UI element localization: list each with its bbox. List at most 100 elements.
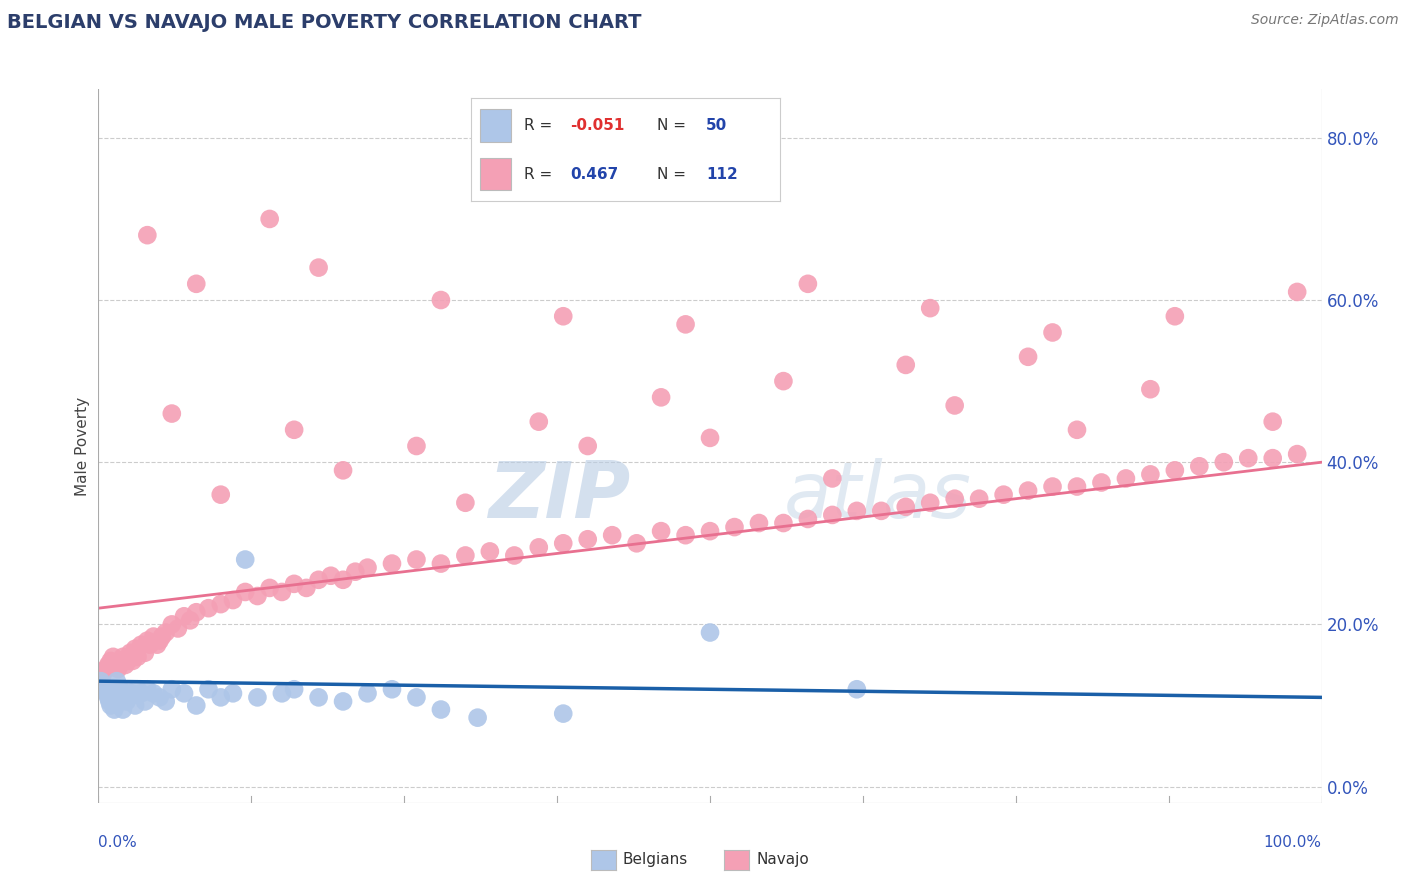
Point — [101, 682, 124, 697]
Point — [111, 690, 134, 705]
Point — [104, 690, 127, 705]
Point — [553, 310, 575, 324]
Point — [920, 301, 942, 315]
Point — [107, 662, 129, 676]
Point — [111, 702, 134, 716]
Point — [1066, 423, 1088, 437]
Point — [100, 654, 122, 668]
Point — [114, 682, 136, 697]
Point — [650, 524, 672, 538]
Point — [173, 609, 195, 624]
Point — [149, 690, 172, 705]
Text: R =: R = — [523, 167, 557, 182]
Point — [308, 260, 330, 275]
Point — [127, 649, 149, 664]
Point — [114, 657, 136, 672]
Point — [699, 524, 721, 538]
Point — [454, 496, 477, 510]
Text: Source: ZipAtlas.com: Source: ZipAtlas.com — [1251, 13, 1399, 28]
Point — [405, 552, 427, 566]
Point — [1286, 447, 1309, 461]
Point — [118, 690, 141, 705]
Point — [1261, 415, 1284, 429]
Point — [723, 520, 745, 534]
Point — [797, 277, 820, 291]
Point — [430, 557, 453, 571]
Point — [576, 439, 599, 453]
Point — [553, 706, 575, 721]
Point — [90, 674, 112, 689]
Text: 0.0%: 0.0% — [98, 836, 138, 850]
Text: BELGIAN VS NAVAJO MALE POVERTY CORRELATION CHART: BELGIAN VS NAVAJO MALE POVERTY CORRELATI… — [7, 13, 641, 32]
Point — [209, 488, 232, 502]
Point — [259, 211, 281, 226]
Point — [111, 649, 134, 664]
Point — [675, 318, 697, 332]
Point — [527, 415, 550, 429]
Point — [222, 593, 245, 607]
Point — [1164, 463, 1187, 477]
Point — [748, 516, 770, 530]
Point — [186, 277, 208, 291]
Point — [319, 568, 342, 582]
Point — [600, 528, 623, 542]
Text: 50: 50 — [706, 119, 727, 133]
Point — [120, 646, 142, 660]
Point — [356, 686, 378, 700]
Text: atlas: atlas — [783, 458, 972, 534]
Point — [160, 682, 183, 697]
Point — [94, 662, 117, 676]
Point — [295, 581, 318, 595]
Point — [430, 702, 453, 716]
Point — [101, 686, 124, 700]
Point — [430, 293, 453, 307]
Point — [993, 488, 1015, 502]
Point — [209, 690, 232, 705]
Point — [115, 694, 138, 708]
Point — [259, 581, 281, 595]
Point — [173, 686, 195, 700]
Text: Navajo: Navajo — [756, 853, 810, 867]
Point — [107, 686, 129, 700]
Point — [626, 536, 648, 550]
Point — [797, 512, 820, 526]
Point — [1261, 451, 1284, 466]
Point — [1188, 459, 1211, 474]
FancyBboxPatch shape — [481, 158, 512, 190]
Point — [101, 649, 124, 664]
Point — [97, 657, 120, 672]
Point — [246, 589, 269, 603]
Text: -0.051: -0.051 — [569, 119, 624, 133]
Point — [146, 638, 169, 652]
Point — [308, 690, 330, 705]
Point — [772, 516, 794, 530]
Point — [699, 431, 721, 445]
Point — [894, 500, 917, 514]
Point — [124, 698, 146, 713]
Point — [1017, 483, 1039, 498]
Point — [1115, 471, 1137, 485]
Point — [332, 694, 354, 708]
Point — [110, 682, 132, 697]
Text: 0.467: 0.467 — [569, 167, 619, 182]
Point — [356, 560, 378, 574]
Point — [967, 491, 990, 506]
Point — [527, 541, 550, 555]
Point — [121, 654, 143, 668]
Point — [1286, 285, 1309, 299]
Point — [1090, 475, 1112, 490]
Point — [197, 601, 219, 615]
Point — [209, 597, 232, 611]
Point — [97, 690, 120, 705]
Point — [576, 533, 599, 547]
Point — [127, 682, 149, 697]
Point — [91, 678, 114, 692]
Point — [142, 686, 165, 700]
Point — [405, 690, 427, 705]
Point — [105, 674, 128, 689]
Point — [1042, 326, 1064, 340]
Point — [920, 496, 942, 510]
Point — [120, 686, 142, 700]
Point — [167, 622, 190, 636]
Point — [772, 374, 794, 388]
